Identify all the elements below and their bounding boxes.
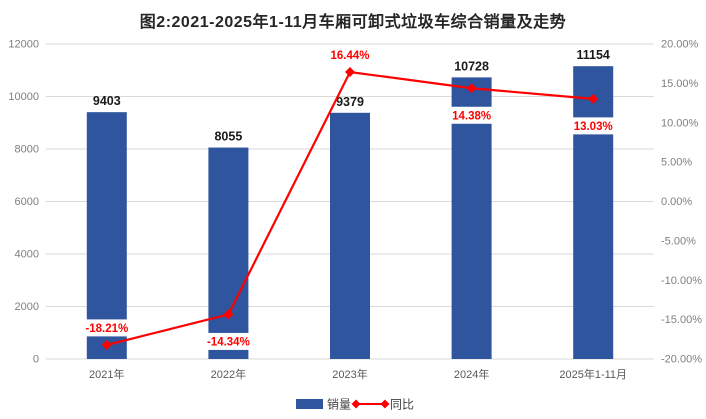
chart-title: 图2:2021-2025年1-11月车厢可卸式垃圾车综合销量及走势 — [139, 14, 567, 31]
right-axis-tick: 5.00% — [661, 157, 692, 169]
left-axis-tick: 8000 — [15, 144, 39, 156]
yoy-label-bg — [201, 332, 256, 350]
sales-bar — [86, 112, 127, 359]
right-axis-tick: 15.00% — [661, 78, 699, 90]
yoy-label: -18.21% — [85, 323, 128, 335]
sales-bar — [208, 147, 249, 359]
yoy-label-bg — [323, 46, 377, 64]
yoy-label: 13.03% — [574, 121, 613, 133]
left-axis-tick: 2000 — [15, 301, 39, 313]
yoy-point — [466, 83, 477, 94]
yoy-point — [588, 93, 599, 104]
sales-value-label: 9379 — [336, 95, 364, 109]
left-axis-tick: 12000 — [8, 39, 39, 51]
right-axis-tick: -5.00% — [661, 235, 696, 247]
yoy-point — [101, 339, 112, 350]
x-axis-label: 2023年 — [332, 367, 367, 381]
sales-bar — [330, 112, 370, 360]
legend-sales-label: 销量 — [327, 398, 351, 412]
yoy-label-bg — [566, 117, 621, 135]
left-axis-tick: 0 — [33, 354, 39, 366]
yoy-label: -14.34% — [207, 336, 250, 348]
yoy-label: 14.38% — [452, 110, 491, 122]
legend-yoy-label: 同比 — [390, 398, 414, 412]
right-axis-tick: 0.00% — [661, 196, 692, 208]
left-axis-tick: 10000 — [8, 91, 39, 103]
right-axis-tick: -20.00% — [661, 354, 702, 366]
x-axis-label: 2021年 — [89, 367, 124, 381]
yoy-label-bg — [444, 106, 499, 124]
sales-value-label: 9403 — [93, 94, 121, 108]
x-axis-label: 2022年 — [211, 367, 246, 381]
left-axis-tick: 4000 — [15, 249, 39, 261]
right-axis-tick: -10.00% — [661, 275, 702, 287]
yoy-label-bg — [79, 319, 134, 337]
left-axis-tick: 6000 — [15, 196, 39, 208]
legend-yoy-marker — [351, 399, 361, 409]
right-axis-tick: 10.00% — [661, 117, 699, 129]
yoy-label: 16.44% — [330, 50, 369, 62]
yoy-point — [223, 309, 234, 320]
right-axis-tick: -15.00% — [661, 314, 702, 326]
sales-bar — [451, 77, 492, 359]
sales-value-label: 8055 — [214, 130, 242, 144]
sales-bar — [573, 66, 614, 360]
legend-sales-swatch — [296, 399, 323, 409]
x-axis-label: 2025年1-11月 — [559, 367, 627, 381]
sales-value-label: 10728 — [454, 59, 489, 73]
sales-value-label: 11154 — [577, 48, 610, 62]
yoy-point — [345, 67, 355, 78]
right-axis-tick: 20.00% — [661, 39, 699, 51]
x-axis-label: 2024年 — [454, 367, 489, 381]
legend-yoy-marker — [380, 399, 390, 409]
